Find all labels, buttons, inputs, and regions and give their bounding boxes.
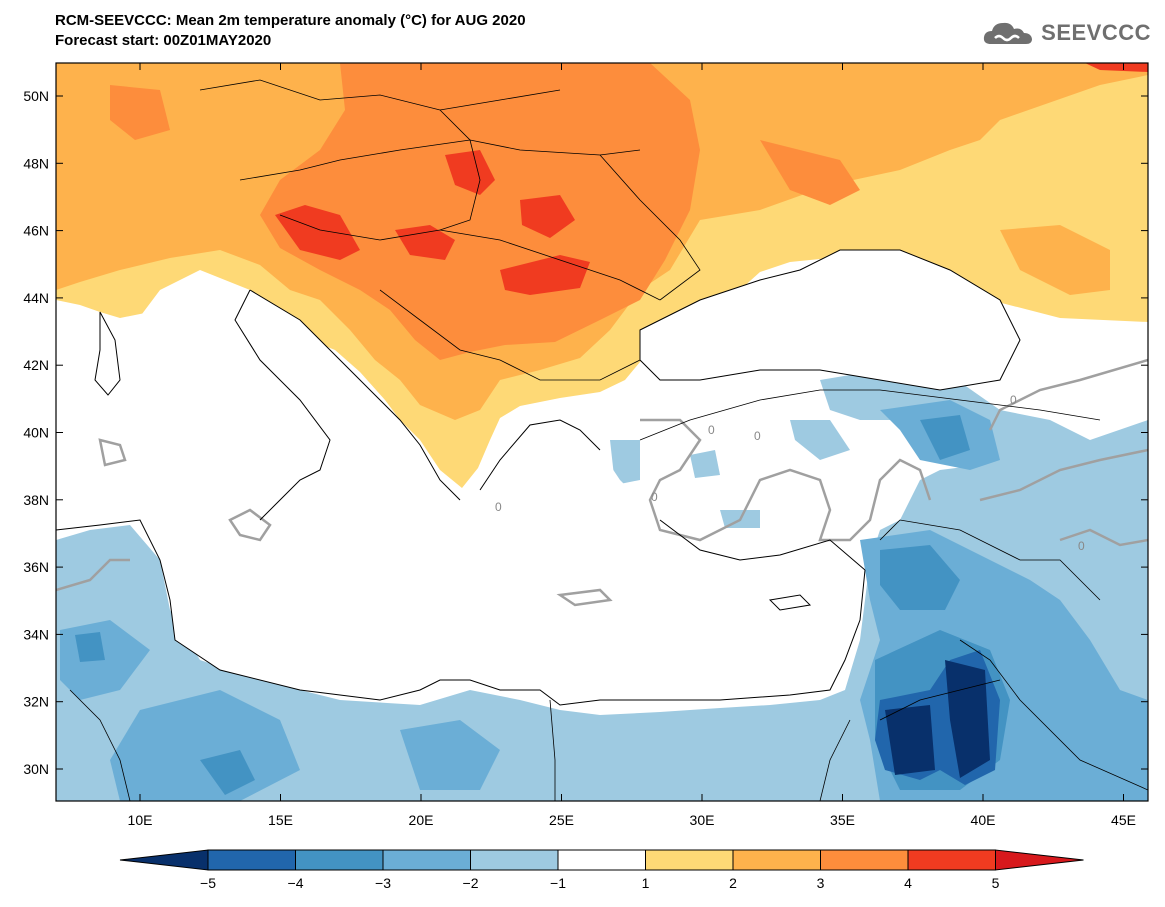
colorbar-label: 5	[992, 875, 1000, 891]
colorbar-swatch	[557, 849, 646, 871]
colorbar-label: −1	[550, 875, 566, 891]
colorbar-swatch	[207, 849, 296, 871]
anomaly-patch	[75, 632, 105, 662]
colorbar-label: −5	[200, 875, 216, 891]
country-borders	[69, 79, 1148, 801]
anomaly-patch	[500, 255, 590, 295]
forecast-start-label: Forecast start: 00Z01MAY2020	[55, 32, 272, 49]
lat-tick-label: 34N	[23, 626, 49, 642]
anomaly-field: 0 0 0 0 0 0	[56, 63, 1148, 801]
map-title: RCM-SEEVCCC: Mean 2m temperature anomaly…	[55, 12, 526, 29]
lat-tick-label: 36N	[23, 559, 49, 575]
latitude-axis: 30N 32N 34N 36N 38N 40N 42N 44N 46N 48N 50N	[23, 88, 1148, 777]
anomaly-patch	[1085, 63, 1148, 72]
zero-contours	[56, 358, 1148, 607]
anomaly-patch	[1000, 225, 1110, 295]
colorbar-label: 3	[817, 875, 825, 891]
anomaly-patch	[520, 195, 575, 238]
colorbar-swatch	[470, 849, 559, 871]
lon-tick-label: 35E	[830, 812, 855, 828]
anomaly-patch	[760, 140, 860, 205]
anomaly-patch	[110, 85, 170, 140]
anomaly-patch	[200, 750, 255, 795]
lon-tick-label: 10E	[128, 812, 153, 828]
colorbar-swatch	[382, 849, 471, 871]
colorbar-swatch	[732, 849, 821, 871]
longitude-axis: 10E 15E 20E 25E 30E 35E 40E 45E	[128, 63, 1136, 828]
anomaly-band-minus4-minus3	[880, 545, 960, 610]
anomaly-patch	[790, 420, 850, 460]
contour-labels: 0 0 0 0 0 0	[495, 393, 1085, 553]
colorbar-swatch	[907, 849, 996, 871]
anomaly-patch	[920, 415, 970, 460]
mediterranean-sea	[56, 270, 865, 705]
contour-label: 0	[1010, 393, 1017, 407]
lat-tick-label: 42N	[23, 357, 49, 373]
seevccc-logo: SEEVCCC	[981, 18, 1151, 48]
anomaly-patch	[945, 660, 990, 778]
lon-tick-label: 40E	[971, 812, 996, 828]
lat-tick-label: 50N	[23, 88, 49, 104]
lon-tick-label: 45E	[1111, 812, 1136, 828]
colorbar-label: 2	[729, 875, 737, 891]
anomaly-patch	[400, 720, 500, 790]
lon-tick-label: 30E	[690, 812, 715, 828]
contour-label: 0	[651, 490, 658, 504]
lat-tick-label: 38N	[23, 492, 49, 508]
anomaly-patch	[610, 440, 640, 485]
contour-label: 0	[495, 500, 502, 514]
colorbar-swatch	[820, 849, 909, 871]
colorbar-label: 4	[904, 875, 912, 891]
anomaly-patch	[445, 150, 495, 195]
colorbar-swatch	[295, 849, 384, 871]
colorbar-label: −2	[463, 875, 479, 891]
anomaly-patch	[885, 705, 935, 775]
lat-tick-label: 48N	[23, 155, 49, 171]
colorbar-label: −4	[288, 875, 304, 891]
contour-label: 0	[754, 429, 761, 443]
colorbar-label: −3	[375, 875, 391, 891]
lat-tick-label: 46N	[23, 223, 49, 239]
lat-tick-label: 30N	[23, 761, 49, 777]
coastlines	[56, 249, 1021, 706]
anomaly-patch	[110, 690, 300, 801]
colorbar-right-extension	[995, 849, 1084, 871]
contour-label: 0	[1078, 539, 1085, 553]
colorbar-swatch	[645, 849, 734, 871]
lon-tick-label: 25E	[549, 812, 574, 828]
anomaly-patch	[395, 225, 455, 260]
lon-tick-label: 20E	[409, 812, 434, 828]
lat-tick-label: 32N	[23, 694, 49, 710]
colorbar: −5 −4 −3 −2 −1 1 2 3 4 5	[119, 849, 1084, 891]
colorbar-left-extension	[119, 849, 209, 871]
anomaly-band-4-5	[275, 205, 360, 260]
anomaly-band-3-4	[260, 63, 700, 360]
lat-tick-label: 44N	[23, 290, 49, 306]
anomaly-patch	[690, 450, 720, 478]
contour-label: 0	[708, 423, 715, 437]
cloud-logo-icon	[984, 22, 1033, 44]
logo-text: SEEVCCC	[1041, 20, 1151, 45]
black-sea	[640, 250, 1020, 390]
colorbar-label: 1	[642, 875, 650, 891]
lon-tick-label: 15E	[268, 812, 293, 828]
lat-tick-label: 40N	[23, 425, 49, 441]
